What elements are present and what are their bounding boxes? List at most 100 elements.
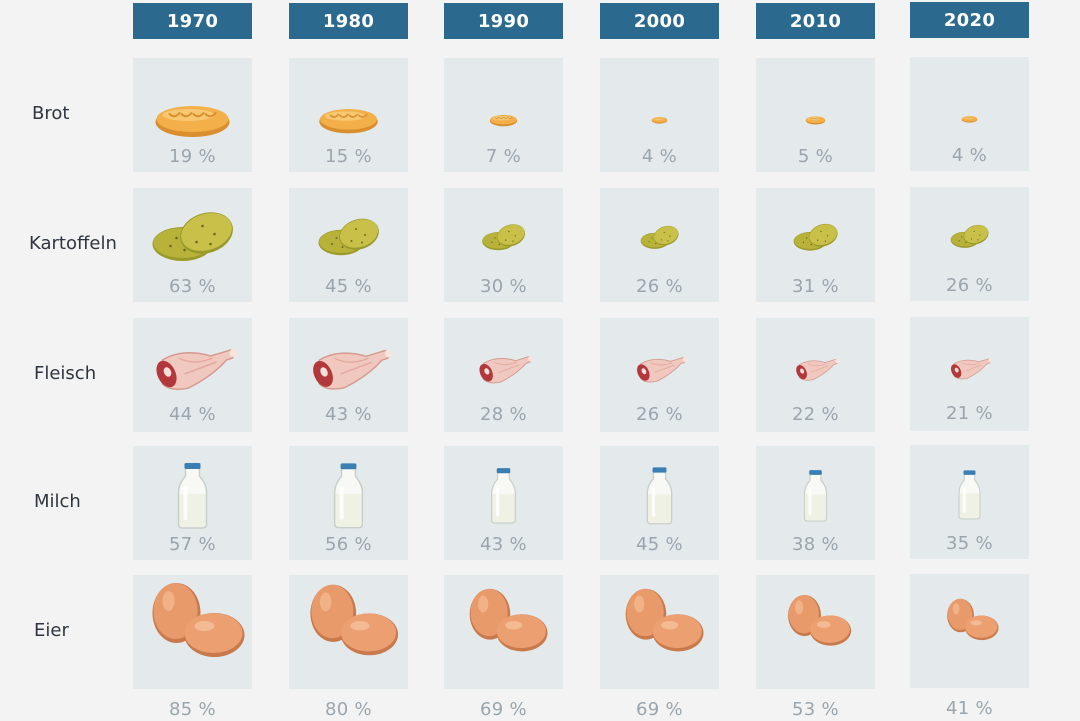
value-label: 85 %: [169, 699, 216, 720]
data-cell: 26 %: [910, 187, 1029, 301]
row-label: Milch: [34, 491, 81, 512]
egg-icon: [788, 594, 852, 646]
row-label: Fleisch: [34, 363, 97, 384]
data-cell: 63 %: [133, 188, 252, 302]
milk-bottle-icon: [646, 467, 673, 525]
data-cell: 19 %: [133, 58, 252, 172]
value-label: 45 %: [325, 276, 372, 297]
egg-icon: [469, 588, 548, 652]
row-label: Eier: [34, 620, 69, 641]
value-label: 28 %: [480, 404, 527, 425]
data-cell: 43 %: [289, 318, 408, 432]
value-label: 38 %: [792, 534, 839, 555]
value-label: 35 %: [946, 533, 993, 554]
value-label: 43 %: [325, 404, 372, 425]
row-label: Kartoffeln: [29, 233, 117, 254]
milk-bottle-icon: [333, 463, 364, 529]
year-header: 1970: [133, 3, 252, 39]
bread-icon: [155, 106, 230, 137]
milk-bottle-icon: [803, 470, 828, 522]
row-label: Brot: [32, 103, 70, 124]
data-cell: 69 %: [444, 575, 563, 720]
data-cell: 31 %: [756, 188, 875, 302]
meat-icon: [156, 349, 238, 391]
data-cell: 30 %: [444, 188, 563, 302]
value-label: 53 %: [792, 699, 839, 720]
data-cell: 57 %: [133, 446, 252, 560]
meat-icon: [950, 358, 993, 380]
bread-icon: [319, 108, 378, 134]
potato-icon: [950, 224, 989, 248]
year-header: 2020: [910, 2, 1029, 38]
data-cell: 38 %: [756, 446, 875, 560]
data-cell: 28 %: [444, 318, 563, 432]
egg-icon: [625, 588, 704, 652]
value-label: 19 %: [169, 146, 216, 167]
bread-icon: [805, 116, 826, 125]
data-cell: 45 %: [600, 446, 719, 560]
bread-icon: [651, 117, 668, 124]
value-label: 7 %: [485, 146, 522, 167]
value-label: 43 %: [480, 534, 527, 555]
data-cell: 85 %: [133, 575, 252, 720]
value-label: 30 %: [480, 276, 527, 297]
data-cell: 43 %: [444, 446, 563, 560]
value-label: 63 %: [169, 276, 216, 297]
value-label: 80 %: [325, 699, 372, 720]
value-label: 69 %: [636, 699, 683, 720]
milk-bottle-icon: [491, 468, 516, 524]
data-cell: 45 %: [289, 188, 408, 302]
year-header: 1990: [444, 3, 563, 39]
value-label: 31 %: [792, 276, 839, 297]
data-cell: 4 %: [600, 58, 719, 172]
value-label: 57 %: [169, 534, 216, 555]
value-label: 4 %: [951, 145, 988, 166]
milk-bottle-icon: [958, 470, 981, 520]
value-label: 26 %: [946, 275, 993, 296]
value-label: 4 %: [641, 146, 678, 167]
value-label: 15 %: [325, 146, 372, 167]
value-label: 5 %: [797, 146, 834, 167]
egg-icon: [152, 583, 245, 657]
year-header: 1980: [289, 3, 408, 39]
bread-icon: [961, 116, 978, 123]
value-label: 21 %: [946, 403, 993, 424]
data-cell: 4 %: [910, 57, 1029, 171]
data-cell: 26 %: [600, 318, 719, 432]
data-cell: 15 %: [289, 58, 408, 172]
data-cell: 69 %: [600, 575, 719, 720]
data-cell: 26 %: [600, 188, 719, 302]
data-cell: 41 %: [910, 574, 1029, 719]
egg-icon: [947, 598, 999, 641]
bread-icon: [489, 114, 518, 127]
value-label: 41 %: [946, 698, 993, 719]
egg-icon: [310, 584, 399, 656]
potato-icon: [318, 218, 379, 256]
data-cell: 35 %: [910, 445, 1029, 559]
potato-icon: [793, 223, 838, 251]
potato-icon: [640, 225, 679, 249]
potato-icon: [482, 224, 526, 251]
data-cell: 44 %: [133, 318, 252, 432]
value-label: 44 %: [169, 404, 216, 425]
value-label: 26 %: [636, 404, 683, 425]
value-label: 22 %: [792, 404, 839, 425]
data-cell: 7 %: [444, 58, 563, 172]
value-label: 56 %: [325, 534, 372, 555]
year-header: 2010: [756, 3, 875, 39]
data-cell: 5 %: [756, 58, 875, 172]
data-cell: 56 %: [289, 446, 408, 560]
meat-icon: [313, 349, 393, 390]
value-label: 26 %: [636, 276, 683, 297]
meat-icon: [479, 356, 534, 384]
meat-icon: [637, 356, 688, 383]
year-header: 2000: [600, 3, 719, 39]
meat-icon: [796, 358, 840, 381]
value-label: 45 %: [636, 534, 683, 555]
milk-bottle-icon: [177, 463, 208, 529]
potato-icon: [152, 212, 233, 261]
data-cell: 22 %: [756, 318, 875, 432]
data-cell: 53 %: [756, 575, 875, 720]
value-label: 69 %: [480, 699, 527, 720]
